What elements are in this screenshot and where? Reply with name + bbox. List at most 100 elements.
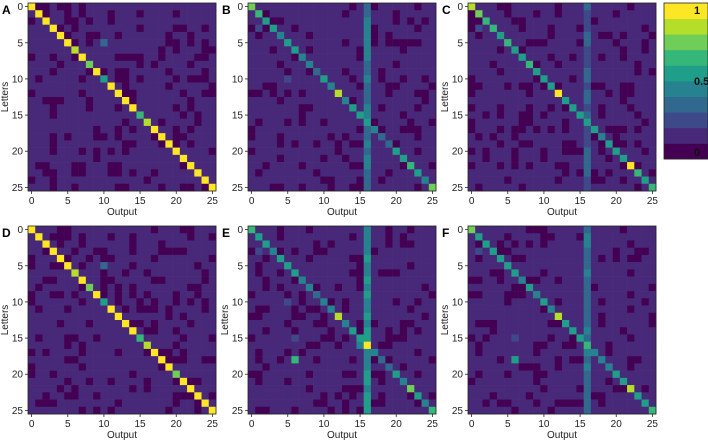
heatmap-cell [511, 377, 519, 386]
heatmap-cell [590, 3, 599, 11]
heatmap-cell [165, 363, 173, 371]
heatmap-cell [540, 348, 548, 357]
colorbar-segment [664, 143, 708, 160]
heatmap-cell [634, 140, 642, 148]
heatmap-cell [129, 147, 137, 156]
heatmap-cell [342, 370, 350, 379]
heatmap-cell [143, 104, 152, 112]
heatmap-cell [262, 89, 270, 98]
heatmap-cell [612, 140, 621, 148]
heatmap-cell [475, 31, 483, 40]
heatmap-cell [85, 10, 94, 18]
heatmap-cell [165, 17, 173, 25]
heatmap-cell [35, 154, 43, 163]
heatmap-cell [356, 82, 364, 91]
heatmap-cell [619, 298, 628, 306]
heatmap-cell [313, 169, 321, 177]
heatmap-cell [71, 169, 79, 177]
heatmap-cell [114, 53, 123, 62]
heatmap-cell [327, 341, 336, 350]
heatmap-cell [482, 97, 490, 105]
heatmap-cell [320, 125, 328, 134]
heatmap-cell [385, 305, 393, 314]
heatmap-cell [129, 24, 137, 33]
heatmap-cell [71, 75, 79, 83]
heatmap-cell [356, 363, 364, 371]
heatmap-cell [605, 226, 613, 234]
heatmap-cell [291, 46, 299, 54]
heatmap-cell [583, 118, 592, 127]
heatmap-cell [49, 10, 58, 18]
heatmap-cell [248, 233, 256, 241]
heatmap-cell [313, 97, 321, 105]
heatmap-cell [428, 312, 437, 321]
heatmap-cell [49, 24, 58, 33]
heatmap-cell [414, 17, 422, 25]
heatmap-cell [399, 363, 408, 371]
heatmap-cell [385, 233, 393, 241]
heatmap-cell [284, 377, 292, 386]
heatmap-cell [248, 68, 256, 76]
heatmap-cell [107, 97, 116, 105]
heatmap-cell [187, 82, 195, 91]
heatmap-cell [42, 276, 50, 285]
heatmap-cell [107, 89, 116, 98]
heatmap-cell [378, 82, 386, 91]
heatmap-cell [313, 356, 321, 364]
heatmap-cell [475, 3, 483, 11]
heatmap-cell [334, 39, 343, 47]
heatmap-cell [187, 262, 195, 270]
heatmap-cell [619, 133, 628, 141]
heatmap-cell [489, 46, 498, 54]
heatmap-cell [320, 254, 328, 263]
heatmap-cell [284, 46, 292, 54]
heatmap-cell [482, 140, 490, 148]
heatmap-cell [194, 140, 202, 148]
heatmap-cell [35, 75, 43, 83]
heatmap-cell [284, 154, 292, 163]
heatmap-cell [475, 254, 483, 263]
heatmap-cell [414, 125, 422, 134]
heatmap-cell [262, 140, 270, 148]
heatmap-cell [518, 31, 527, 40]
heatmap-cell [475, 399, 483, 408]
heatmap-cell [49, 89, 58, 98]
heatmap-cell [334, 53, 343, 62]
heatmap-cell [114, 133, 123, 141]
heatmap-cell [342, 75, 350, 83]
heatmap-cell [291, 327, 299, 335]
heatmap-cell [255, 276, 263, 285]
heatmap-cell [122, 10, 130, 18]
heatmap-cell [201, 254, 210, 263]
heatmap-cell [201, 147, 210, 156]
heatmap-cell [107, 269, 116, 277]
heatmap-cell [71, 269, 79, 277]
heatmap-cell [399, 240, 408, 248]
heatmap-cell [150, 356, 159, 364]
heatmap-cell [255, 125, 263, 134]
x-tick-label: 5 [505, 196, 511, 207]
heatmap-cell [100, 3, 108, 11]
heatmap-cell [468, 312, 476, 321]
heatmap-cell [100, 356, 108, 364]
heatmap-cell [641, 147, 650, 156]
heatmap-cell [641, 39, 650, 47]
heatmap-cell [334, 254, 343, 263]
heatmap-cell [64, 356, 72, 364]
heatmap-cell [201, 97, 210, 105]
heatmap-cell [612, 53, 621, 62]
heatmap-cell [255, 305, 263, 314]
heatmap-cell [496, 39, 505, 47]
heatmap-cell [482, 269, 490, 277]
heatmap-cell [605, 60, 613, 69]
heatmap-cell [208, 370, 217, 379]
heatmap-cell [136, 348, 144, 357]
heatmap-cell [305, 406, 314, 415]
heatmap-cell [172, 392, 181, 400]
heatmap-cell [641, 298, 650, 306]
heatmap-cell [129, 399, 137, 408]
heatmap-cell [407, 75, 415, 83]
heatmap-cell [71, 363, 79, 371]
heatmap-cell [284, 262, 292, 270]
heatmap-cell [627, 233, 635, 241]
